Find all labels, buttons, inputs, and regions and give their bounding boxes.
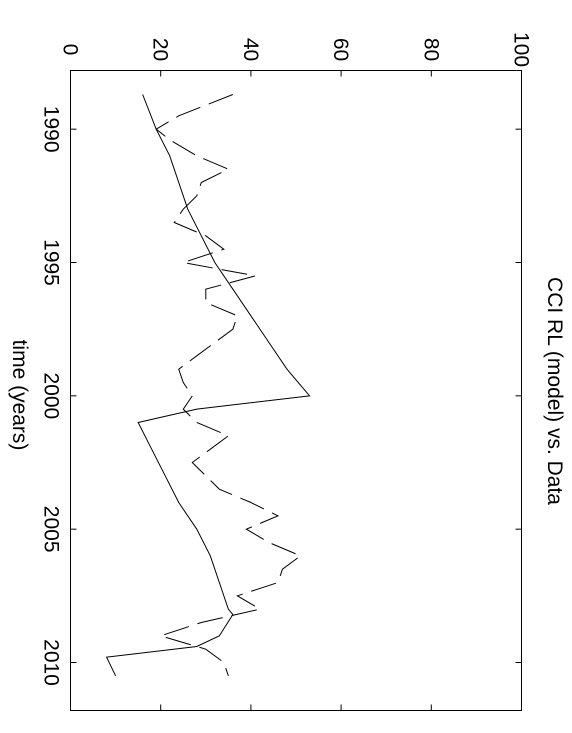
y-tick-label: 100 bbox=[510, 32, 533, 67]
x-tick-label: 2000 bbox=[40, 372, 63, 419]
x-tick-label: 1995 bbox=[40, 239, 63, 286]
series-data-line bbox=[155, 94, 302, 676]
x-tick-label: 2010 bbox=[40, 639, 63, 686]
y-tick-label: 0 bbox=[59, 44, 82, 56]
axes-box bbox=[70, 70, 522, 711]
y-tick-label: 20 bbox=[149, 38, 172, 61]
y-tick-label: 60 bbox=[329, 38, 352, 61]
plot-area: 0 20 40 60 80 100 1990 1995 2000 2005 2010 bbox=[40, 32, 533, 711]
series-model-line bbox=[105, 94, 311, 677]
x-axis-title: time (years) bbox=[8, 340, 31, 451]
x-tick-label: 1990 bbox=[40, 106, 63, 153]
x-axis-ticks: 1990 1995 2000 2005 2010 bbox=[40, 106, 522, 686]
series-layer bbox=[105, 94, 311, 677]
chart-title: CCI RL (model) vs. Data bbox=[543, 277, 566, 505]
x-tick-label: 2005 bbox=[40, 506, 63, 553]
y-axis-ticks: 0 20 40 60 80 100 bbox=[59, 32, 533, 711]
y-tick-label: 40 bbox=[239, 38, 262, 61]
y-tick-label: 80 bbox=[419, 38, 442, 61]
